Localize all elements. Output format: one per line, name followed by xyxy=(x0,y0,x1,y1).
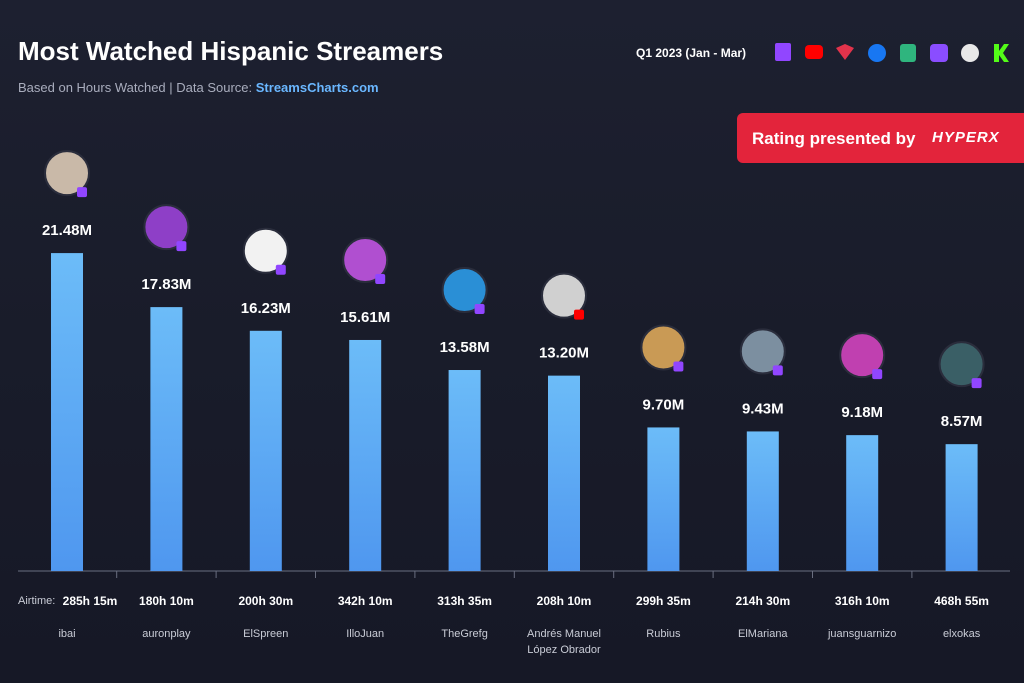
value-label: 9.70M xyxy=(643,396,685,413)
sponsor-badge: Rating presented by HYPERX xyxy=(737,113,1024,163)
airtime: 208h 10m xyxy=(536,594,592,608)
avatar xyxy=(44,150,90,197)
platform-badge xyxy=(375,273,386,284)
x-tick-label: IlloJuan xyxy=(346,628,385,640)
value-label: 16.23M xyxy=(241,300,291,317)
value-label: 9.43M xyxy=(742,400,784,417)
platform-badge xyxy=(77,187,87,198)
x-tick-label: Andrés Manuel López Obrador xyxy=(527,628,601,656)
platform-badge xyxy=(872,369,883,380)
x-tick-label: elxokas xyxy=(942,628,981,640)
avatar xyxy=(938,341,985,388)
avatar xyxy=(143,204,190,251)
value-label: 17.83M xyxy=(141,276,191,293)
value-label: 9.18M xyxy=(841,404,883,421)
airtime: 316h 10m xyxy=(834,594,890,608)
bar xyxy=(249,330,282,571)
bar xyxy=(647,427,680,571)
x-tick-label: TheGrefg xyxy=(441,628,488,640)
platform-badge xyxy=(275,264,286,275)
x-tick-label: ElMariana xyxy=(738,628,788,640)
bar xyxy=(945,444,978,571)
value-label: 8.57M xyxy=(941,413,983,430)
bar xyxy=(150,307,183,571)
avatar xyxy=(541,272,587,319)
platform-badge xyxy=(772,365,783,376)
value-label: 13.58M xyxy=(440,339,490,356)
x-tick-label: ElSpreen xyxy=(243,628,289,640)
sponsor-text: Rating presented by xyxy=(752,129,916,148)
bar xyxy=(349,339,382,571)
sponsor-brand: HYPERX xyxy=(932,129,1000,146)
subtitle: Based on Hours Watched | Data Source: St… xyxy=(18,80,379,95)
x-tick-label: juansguarnizo xyxy=(827,628,897,640)
avatar xyxy=(342,236,389,283)
avatar xyxy=(640,324,687,371)
bar xyxy=(51,253,83,571)
platform-badge xyxy=(971,378,982,389)
airtime: 180h 10m xyxy=(139,594,194,608)
x-tick-label: Rubius xyxy=(646,628,681,640)
airtime: 313h 35m xyxy=(437,594,492,608)
platform-badge xyxy=(574,309,584,320)
avatar xyxy=(242,227,289,274)
platform-badge xyxy=(673,361,684,372)
x-tick-label: auronplay xyxy=(142,628,191,640)
bar xyxy=(548,375,580,571)
value-label: 21.48M xyxy=(42,222,92,239)
avatar xyxy=(441,267,488,314)
platform-badge xyxy=(176,241,187,252)
value-label: 15.61M xyxy=(340,309,390,326)
airtime: 285h 15m xyxy=(62,594,118,608)
airtime-label: Airtime: xyxy=(18,595,56,607)
chart-title: Most Watched Hispanic Streamers xyxy=(18,36,444,66)
bar xyxy=(746,431,779,571)
airtime: 200h 30m xyxy=(238,594,294,608)
x-tick-label: ibai xyxy=(58,628,76,640)
platform-badge xyxy=(474,304,485,315)
avatar xyxy=(839,332,886,379)
airtime: 342h 10m xyxy=(337,594,393,608)
subtitle-text: Based on Hours Watched | Data Source: xyxy=(18,80,253,95)
avatar xyxy=(739,328,786,375)
airtime: 214h 30m xyxy=(735,594,791,608)
airtime: 468h 55m xyxy=(934,594,989,608)
bar xyxy=(448,370,481,571)
value-label: 13.20M xyxy=(539,345,589,362)
source-link[interactable]: StreamsCharts.com xyxy=(255,80,379,95)
bar xyxy=(846,435,879,571)
period: Q1 2023 (Jan - Mar) xyxy=(636,46,747,60)
platform-icons xyxy=(775,43,1009,62)
airtime: 299h 35m xyxy=(636,594,691,608)
